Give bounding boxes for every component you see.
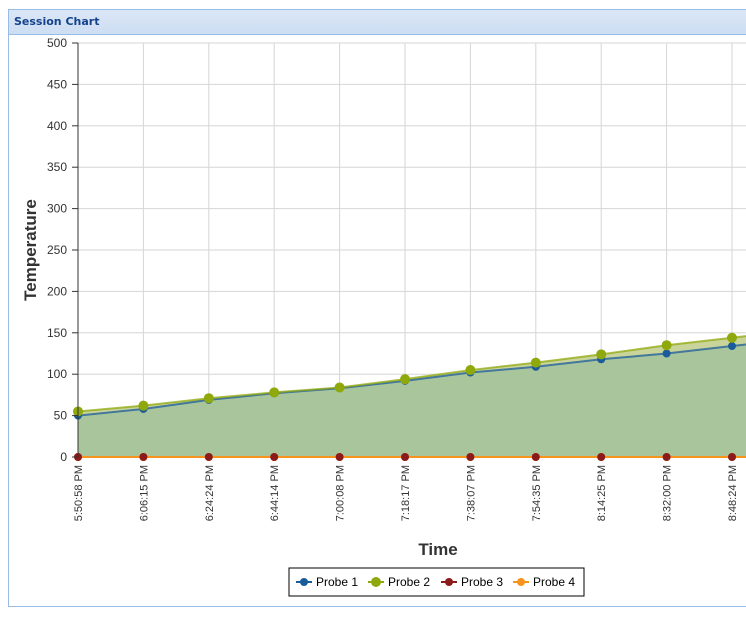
data-point-probe-1[interactable] [662,349,671,358]
y-tick-label: 300 [47,202,67,216]
x-axis-title: Time [418,540,457,559]
data-point-probe-3[interactable] [270,453,279,461]
y-tick-label: 150 [47,326,67,340]
data-point-probe-2[interactable] [530,357,541,368]
y-tick-label: 400 [47,119,67,133]
panel-title: Session Chart [14,15,100,28]
legend-item-probe-3[interactable]: Probe 3 [441,575,503,589]
y-tick-label: 250 [47,243,67,257]
x-tick-label: 5:50:58 PM [73,465,85,521]
series-line-1 [77,343,746,417]
data-point-probe-2[interactable] [334,382,345,393]
data-point-probe-3[interactable] [466,453,475,461]
x-tick-label: 7:38:07 PM [465,465,477,521]
data-point-probe-2[interactable] [727,332,737,343]
x-tick-label: 8:32:00 PM [662,465,674,521]
y-tick-label: 350 [47,160,67,174]
legend-label: Probe 3 [461,575,503,589]
data-point-probe-3[interactable] [597,453,606,461]
x-tick-label: 6:24:24 PM [204,465,216,521]
legend-marker [445,578,453,586]
legend-item-probe-2[interactable]: Probe 2 [368,575,430,589]
legend-label: Probe 2 [388,575,430,589]
legend-marker [300,578,308,586]
x-tick-label: 8:14:25 PM [596,465,608,521]
data-point-probe-3[interactable] [401,453,409,461]
x-tick-label: 6:44:14 PM [269,465,281,521]
legend-marker [371,577,381,587]
data-point-probe-2[interactable] [203,393,214,404]
legend-item-probe-4[interactable]: Probe 4 [513,575,575,589]
y-tick-label: 50 [54,409,68,423]
x-tick-label: 7:18:17 PM [400,465,412,521]
legend-label: Probe 1 [316,575,358,589]
probe-1-area [78,344,746,457]
data-point-probe-3[interactable] [531,453,540,461]
x-tick-label: 7:54:35 PM [531,465,543,521]
data-point-probe-2[interactable] [269,387,280,398]
data-point-probe-3[interactable] [335,453,344,461]
legend-label: Probe 4 [533,575,575,589]
legend-item-probe-1[interactable]: Probe 1 [296,575,358,589]
x-tick-label: 6:06:15 PM [138,465,150,521]
y-tick-label: 0 [60,450,67,464]
data-point-probe-2[interactable] [138,400,149,411]
data-point-probe-3[interactable] [662,453,671,461]
y-tick-label: 100 [47,367,67,381]
data-point-probe-2[interactable] [596,349,607,360]
y-tick-label: 450 [47,77,67,91]
y-axis-ticks: 0 50 100 150 200 250 300 350 400 450 500 [47,36,78,464]
area-fill [78,336,746,457]
y-tick-label: 200 [47,284,67,298]
session-chart-panel: Session Chart [8,9,746,607]
panel-header: Session Chart [9,10,746,35]
data-point-probe-3[interactable] [204,453,213,461]
x-axis-ticks: 5:50:58 PM 6:06:15 PM 6:24:24 PM 6:44:14 PM… [73,465,739,521]
y-axis-title: Temperature [21,199,40,301]
data-point-probe-2[interactable] [465,365,476,376]
legend: Probe 1 Probe 2 Probe 3 Probe 4 [288,567,585,597]
legend-marker [517,578,525,586]
y-tick-label: 500 [47,36,67,50]
x-tick-label: 7:00:08 PM [335,465,347,521]
data-point-probe-3[interactable] [139,453,148,461]
x-tick-label: 8:48:24 PM [727,465,739,521]
data-point-probe-1[interactable] [728,342,736,351]
series-points [73,332,737,461]
data-point-probe-2[interactable] [400,374,410,385]
series-line-2 [77,335,746,413]
data-point-probe-2[interactable] [661,340,672,351]
data-point-probe-3[interactable] [728,453,736,461]
legend-box [288,567,585,597]
series-lines [77,335,746,458]
